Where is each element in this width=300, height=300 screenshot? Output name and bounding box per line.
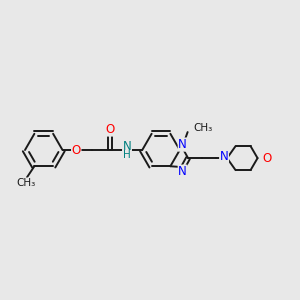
Text: N: N	[123, 140, 131, 154]
Text: O: O	[72, 143, 81, 157]
Text: N: N	[220, 150, 228, 164]
Text: O: O	[105, 123, 114, 136]
Text: CH₃: CH₃	[16, 178, 35, 188]
Text: O: O	[262, 152, 272, 165]
Text: N: N	[178, 165, 187, 178]
Text: CH₃: CH₃	[194, 123, 213, 133]
Text: N: N	[178, 138, 187, 151]
Text: H: H	[123, 151, 131, 160]
